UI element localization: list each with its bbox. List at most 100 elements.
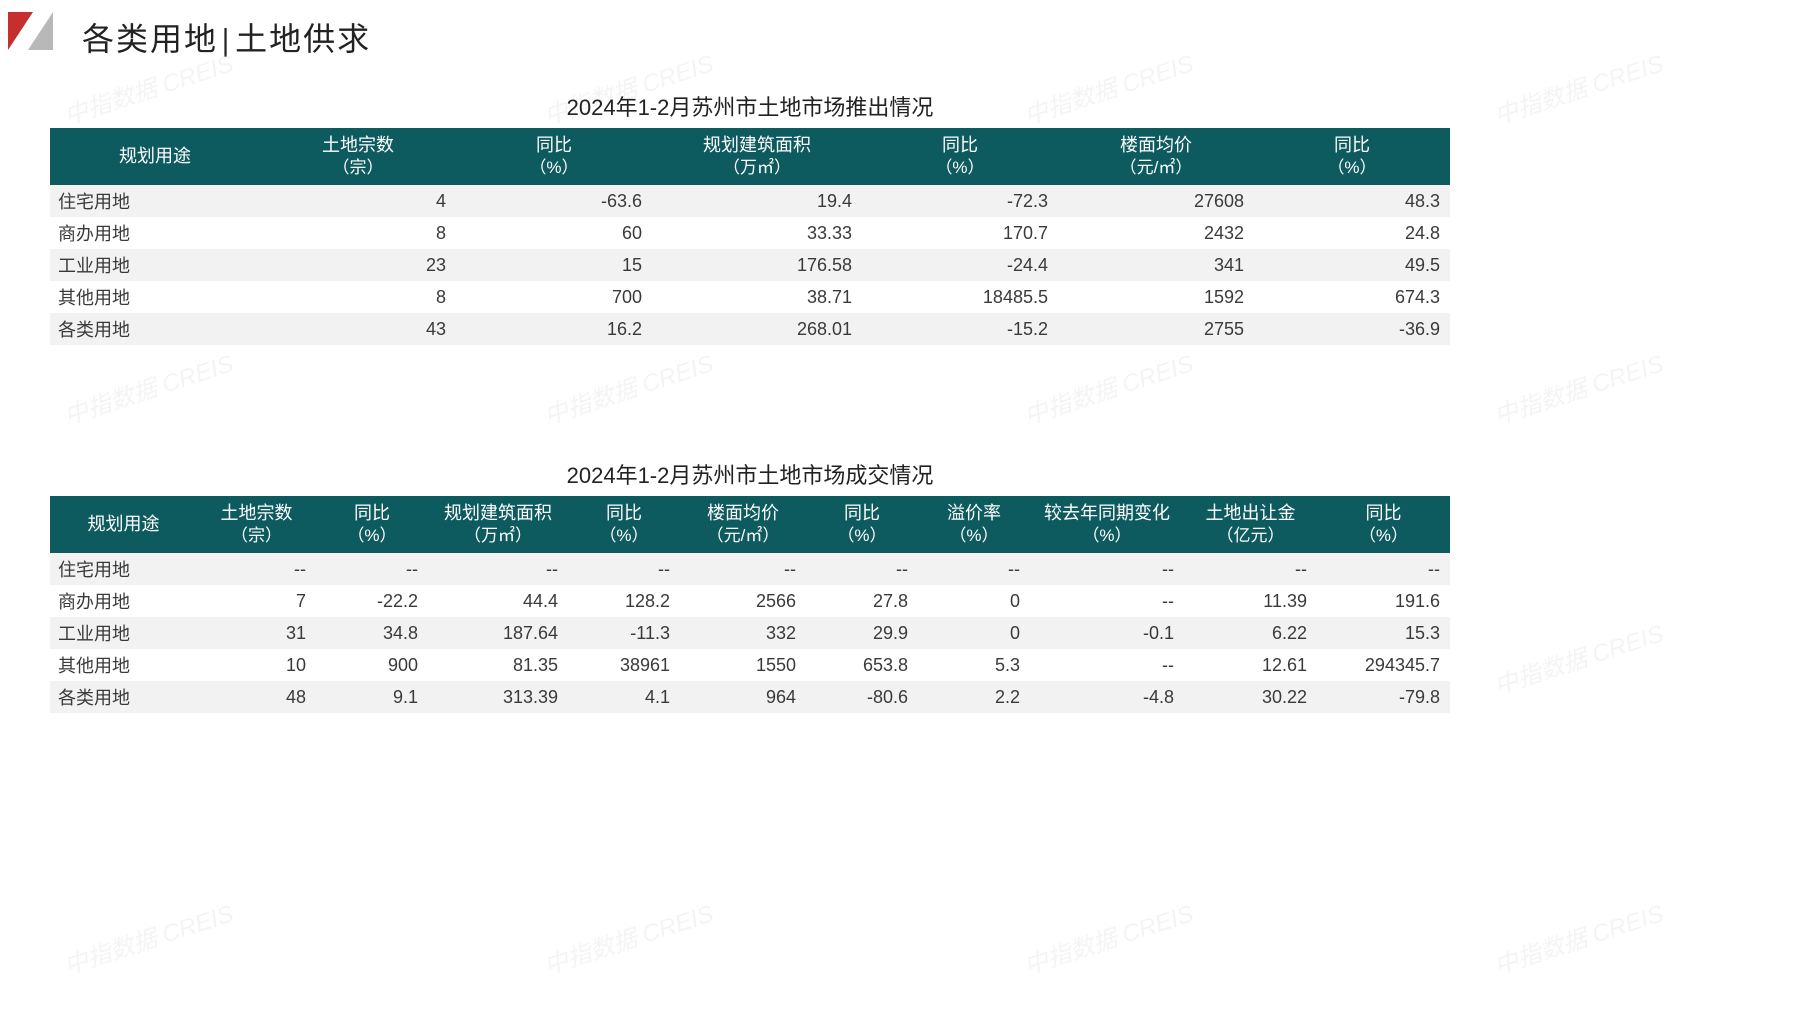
table-cell: 6.22 bbox=[1184, 617, 1317, 649]
table-cell: 5.3 bbox=[918, 649, 1030, 681]
table2-title: 2024年1-2月苏州市土地市场成交情况 bbox=[50, 458, 1450, 490]
table-cell: 30.22 bbox=[1184, 681, 1317, 713]
table1-title: 2024年1-2月苏州市土地市场推出情况 bbox=[50, 90, 1450, 122]
title-right: 土地供求 bbox=[235, 21, 371, 57]
table-row: 工业用地3134.8187.64-11.333229.90-0.16.2215.… bbox=[50, 617, 1450, 649]
section-supply: 2024年1-2月苏州市土地市场推出情况 规划用途土地宗数（宗）同比（%）规划建… bbox=[50, 90, 1450, 345]
table-cell: 各类用地 bbox=[50, 681, 197, 713]
table-cell: 9.1 bbox=[316, 681, 428, 713]
column-header: 楼面均价（元/㎡） bbox=[680, 496, 806, 553]
column-header: 楼面均价（元/㎡） bbox=[1058, 128, 1254, 185]
table-cell: 900 bbox=[316, 649, 428, 681]
table-cell: 29.9 bbox=[806, 617, 918, 649]
table-row: 各类用地489.1313.394.1964-80.62.2-4.830.22-7… bbox=[50, 681, 1450, 713]
table-cell: -- bbox=[1030, 553, 1184, 585]
table-cell: -- bbox=[1030, 649, 1184, 681]
table-row: 商办用地86033.33170.7243224.8 bbox=[50, 217, 1450, 249]
table-cell: 43 bbox=[260, 313, 456, 345]
table-cell: -11.3 bbox=[568, 617, 680, 649]
title-divider: | bbox=[222, 21, 231, 57]
column-header: 规划建筑面积（万㎡） bbox=[652, 128, 862, 185]
table-cell: 16.2 bbox=[456, 313, 652, 345]
table-cell: 0 bbox=[918, 617, 1030, 649]
table-cell: 176.58 bbox=[652, 249, 862, 281]
column-header: 土地宗数（宗） bbox=[197, 496, 316, 553]
table-cell: 48 bbox=[197, 681, 316, 713]
table-cell: -15.2 bbox=[862, 313, 1058, 345]
table-cell: 商办用地 bbox=[50, 585, 197, 617]
table-cell: -- bbox=[680, 553, 806, 585]
table-cell: 38961 bbox=[568, 649, 680, 681]
watermark-text: 中指数据 CREIS bbox=[539, 344, 717, 432]
table-row: 住宅用地-------------------- bbox=[50, 553, 1450, 585]
table-cell: 24.8 bbox=[1254, 217, 1450, 249]
table-row: 工业用地2315176.58-24.434149.5 bbox=[50, 249, 1450, 281]
table-cell: 8 bbox=[260, 281, 456, 313]
column-header: 土地出让金（亿元） bbox=[1184, 496, 1317, 553]
table-cell: 294345.7 bbox=[1317, 649, 1450, 681]
table-cell: -- bbox=[316, 553, 428, 585]
column-header: 溢价率（%） bbox=[918, 496, 1030, 553]
table-cell: -- bbox=[1184, 553, 1317, 585]
table-cell: 11.39 bbox=[1184, 585, 1317, 617]
table-cell: 674.3 bbox=[1254, 281, 1450, 313]
table-cell: 191.6 bbox=[1317, 585, 1450, 617]
table-cell: 33.33 bbox=[652, 217, 862, 249]
table-row: 规划用途土地宗数（宗）同比（%）规划建筑面积（万㎡）同比（%）楼面均价（元/㎡）… bbox=[50, 496, 1450, 553]
table-cell: 15.3 bbox=[1317, 617, 1450, 649]
table-cell: 128.2 bbox=[568, 585, 680, 617]
table-cell: -22.2 bbox=[316, 585, 428, 617]
table-cell: 81.35 bbox=[428, 649, 568, 681]
section-deal: 2024年1-2月苏州市土地市场成交情况 规划用途土地宗数（宗）同比（%）规划建… bbox=[50, 458, 1450, 713]
table-cell: 31 bbox=[197, 617, 316, 649]
table-cell: 2566 bbox=[680, 585, 806, 617]
watermark-text: 中指数据 CREIS bbox=[59, 894, 237, 982]
table-cell: 268.01 bbox=[652, 313, 862, 345]
column-header: 同比（%） bbox=[568, 496, 680, 553]
column-header: 同比（%） bbox=[1317, 496, 1450, 553]
table-cell: 7 bbox=[197, 585, 316, 617]
table-cell: 4 bbox=[260, 185, 456, 217]
table-cell: 工业用地 bbox=[50, 249, 260, 281]
table-cell: -- bbox=[918, 553, 1030, 585]
column-header: 同比（%） bbox=[1254, 128, 1450, 185]
table-cell: 1550 bbox=[680, 649, 806, 681]
table-cell: 4.1 bbox=[568, 681, 680, 713]
table-cell: 34.8 bbox=[316, 617, 428, 649]
table-cell: -- bbox=[806, 553, 918, 585]
table-row: 规划用途土地宗数（宗）同比（%）规划建筑面积（万㎡）同比（%）楼面均价（元/㎡）… bbox=[50, 128, 1450, 185]
table-cell: -63.6 bbox=[456, 185, 652, 217]
table-cell: 27.8 bbox=[806, 585, 918, 617]
table-cell: 各类用地 bbox=[50, 313, 260, 345]
table-cell: 2755 bbox=[1058, 313, 1254, 345]
column-header: 规划建筑面积（万㎡） bbox=[428, 496, 568, 553]
table-cell: -4.8 bbox=[1030, 681, 1184, 713]
table-cell: 23 bbox=[260, 249, 456, 281]
watermark-text: 中指数据 CREIS bbox=[1019, 344, 1197, 432]
table-cell: 0 bbox=[918, 585, 1030, 617]
table-cell: 商办用地 bbox=[50, 217, 260, 249]
table-cell: -36.9 bbox=[1254, 313, 1450, 345]
table-deal: 规划用途土地宗数（宗）同比（%）规划建筑面积（万㎡）同比（%）楼面均价（元/㎡）… bbox=[50, 496, 1450, 713]
table-cell: -- bbox=[568, 553, 680, 585]
table-cell: 49.5 bbox=[1254, 249, 1450, 281]
table-cell: 8 bbox=[260, 217, 456, 249]
table-cell: 341 bbox=[1058, 249, 1254, 281]
watermark-text: 中指数据 CREIS bbox=[1019, 894, 1197, 982]
table-cell: 18485.5 bbox=[862, 281, 1058, 313]
column-header: 同比（%） bbox=[316, 496, 428, 553]
table-cell: 其他用地 bbox=[50, 649, 197, 681]
column-header: 同比（%） bbox=[456, 128, 652, 185]
table-cell: 2.2 bbox=[918, 681, 1030, 713]
table-supply: 规划用途土地宗数（宗）同比（%）规划建筑面积（万㎡）同比（%）楼面均价（元/㎡）… bbox=[50, 128, 1450, 345]
table-cell: 15 bbox=[456, 249, 652, 281]
table-cell: 44.4 bbox=[428, 585, 568, 617]
table-cell: 12.61 bbox=[1184, 649, 1317, 681]
table-cell: 19.4 bbox=[652, 185, 862, 217]
logo-icon bbox=[8, 12, 68, 52]
table-cell: 工业用地 bbox=[50, 617, 197, 649]
table-cell: -72.3 bbox=[862, 185, 1058, 217]
watermark-text: 中指数据 CREIS bbox=[1489, 44, 1667, 132]
table-row: 住宅用地4-63.619.4-72.32760848.3 bbox=[50, 185, 1450, 217]
watermark-text: 中指数据 CREIS bbox=[1489, 894, 1667, 982]
